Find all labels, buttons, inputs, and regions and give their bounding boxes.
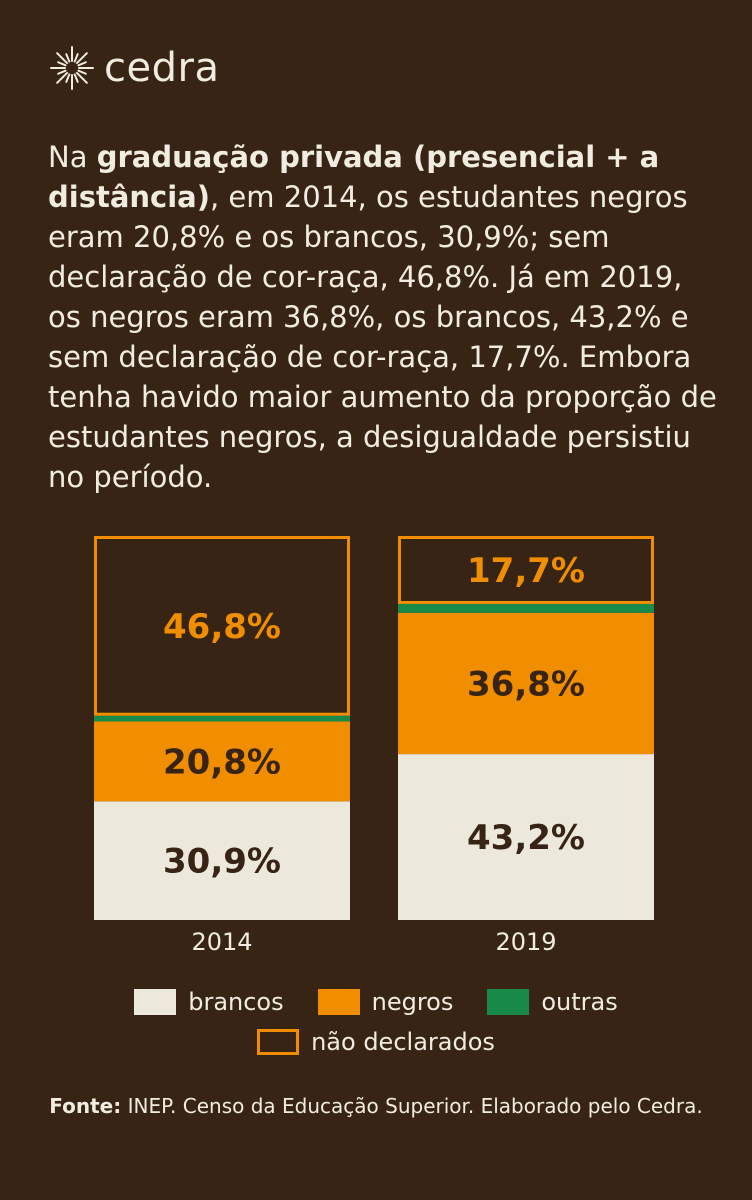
sun-ray xyxy=(56,52,69,65)
intro-lead: Na xyxy=(48,140,97,174)
sun-ray xyxy=(77,61,87,67)
brand-logo: cedra xyxy=(48,44,219,92)
legend-item-nao-declarados: não declarados xyxy=(257,1028,495,1056)
x-tick-label-2019: 2019 xyxy=(495,928,556,956)
legend-swatch-negros xyxy=(317,989,360,1015)
bar-negros-2019 xyxy=(398,612,654,755)
intro-paragraph: Na graduação privada (presencial + a dis… xyxy=(48,137,718,497)
data-label-nao_declarados-2014: 46,8% xyxy=(163,607,281,647)
sun-ray xyxy=(77,69,87,75)
legend-label-nao-declarados: não declarados xyxy=(311,1028,495,1056)
chart-legend: brancos negros outras não declarados xyxy=(0,982,752,1062)
x-tick-label-2014: 2014 xyxy=(191,928,252,956)
legend-label-negros: negros xyxy=(371,988,454,1016)
data-label-brancos-2019: 43,2% xyxy=(467,818,585,858)
bar-brancos-2014 xyxy=(94,801,350,920)
bar-brancos-2019 xyxy=(398,754,654,920)
data-label-negros-2019: 36,8% xyxy=(467,664,585,704)
source-text: INEP. Censo da Educação Superior. Elabor… xyxy=(121,1094,703,1118)
legend-row-1: brancos negros outras xyxy=(0,982,752,1022)
sun-ray xyxy=(75,52,88,65)
sun-ray xyxy=(65,73,71,83)
sun-ray xyxy=(75,71,88,84)
sun-ray xyxy=(65,53,71,63)
legend-item-outras: outras xyxy=(487,988,618,1016)
brand-name: cedra xyxy=(104,45,220,91)
legend-item-brancos: brancos xyxy=(134,988,284,1016)
bar-negros-2014 xyxy=(94,721,350,802)
sun-ray xyxy=(56,71,69,84)
intro-rest: , em 2014, os estudantes negros eram 20,… xyxy=(48,180,717,494)
bar-nao_declarados-2014 xyxy=(94,536,350,716)
sun-ray xyxy=(57,69,67,75)
sun-ray xyxy=(57,61,67,67)
legend-item-negros: negros xyxy=(317,988,454,1016)
legend-label-brancos: brancos xyxy=(188,988,284,1016)
bar-outras-2014 xyxy=(94,715,350,722)
sun-ray xyxy=(73,53,79,63)
bar-nao_declarados-2019 xyxy=(398,536,654,604)
legend-label-outras: outras xyxy=(541,988,618,1016)
bar-outras-2019 xyxy=(398,603,654,613)
data-label-nao_declarados-2019: 17,7% xyxy=(467,551,585,591)
data-label-brancos-2014: 30,9% xyxy=(163,842,281,882)
legend-swatch-outras xyxy=(487,989,530,1015)
legend-swatch-nao-declarados xyxy=(257,1029,300,1055)
stacked-bar-chart: 30,9% 20,8% 46,8% 2014 43,2% 36,8% 17,7% 2019 xyxy=(94,536,654,956)
legend-swatch-brancos xyxy=(134,989,177,1015)
sun-burst-icon xyxy=(50,46,94,90)
legend-row-2: não declarados xyxy=(0,1022,752,1062)
data-label-negros-2014: 20,8% xyxy=(163,742,281,782)
intro-highlight: graduação privada (presencial + a distân… xyxy=(48,140,660,214)
source-note: Fonte: INEP. Censo da Educação Superior.… xyxy=(40,1093,712,1120)
sun-ray xyxy=(73,73,79,83)
source-label: Fonte: xyxy=(49,1094,122,1118)
